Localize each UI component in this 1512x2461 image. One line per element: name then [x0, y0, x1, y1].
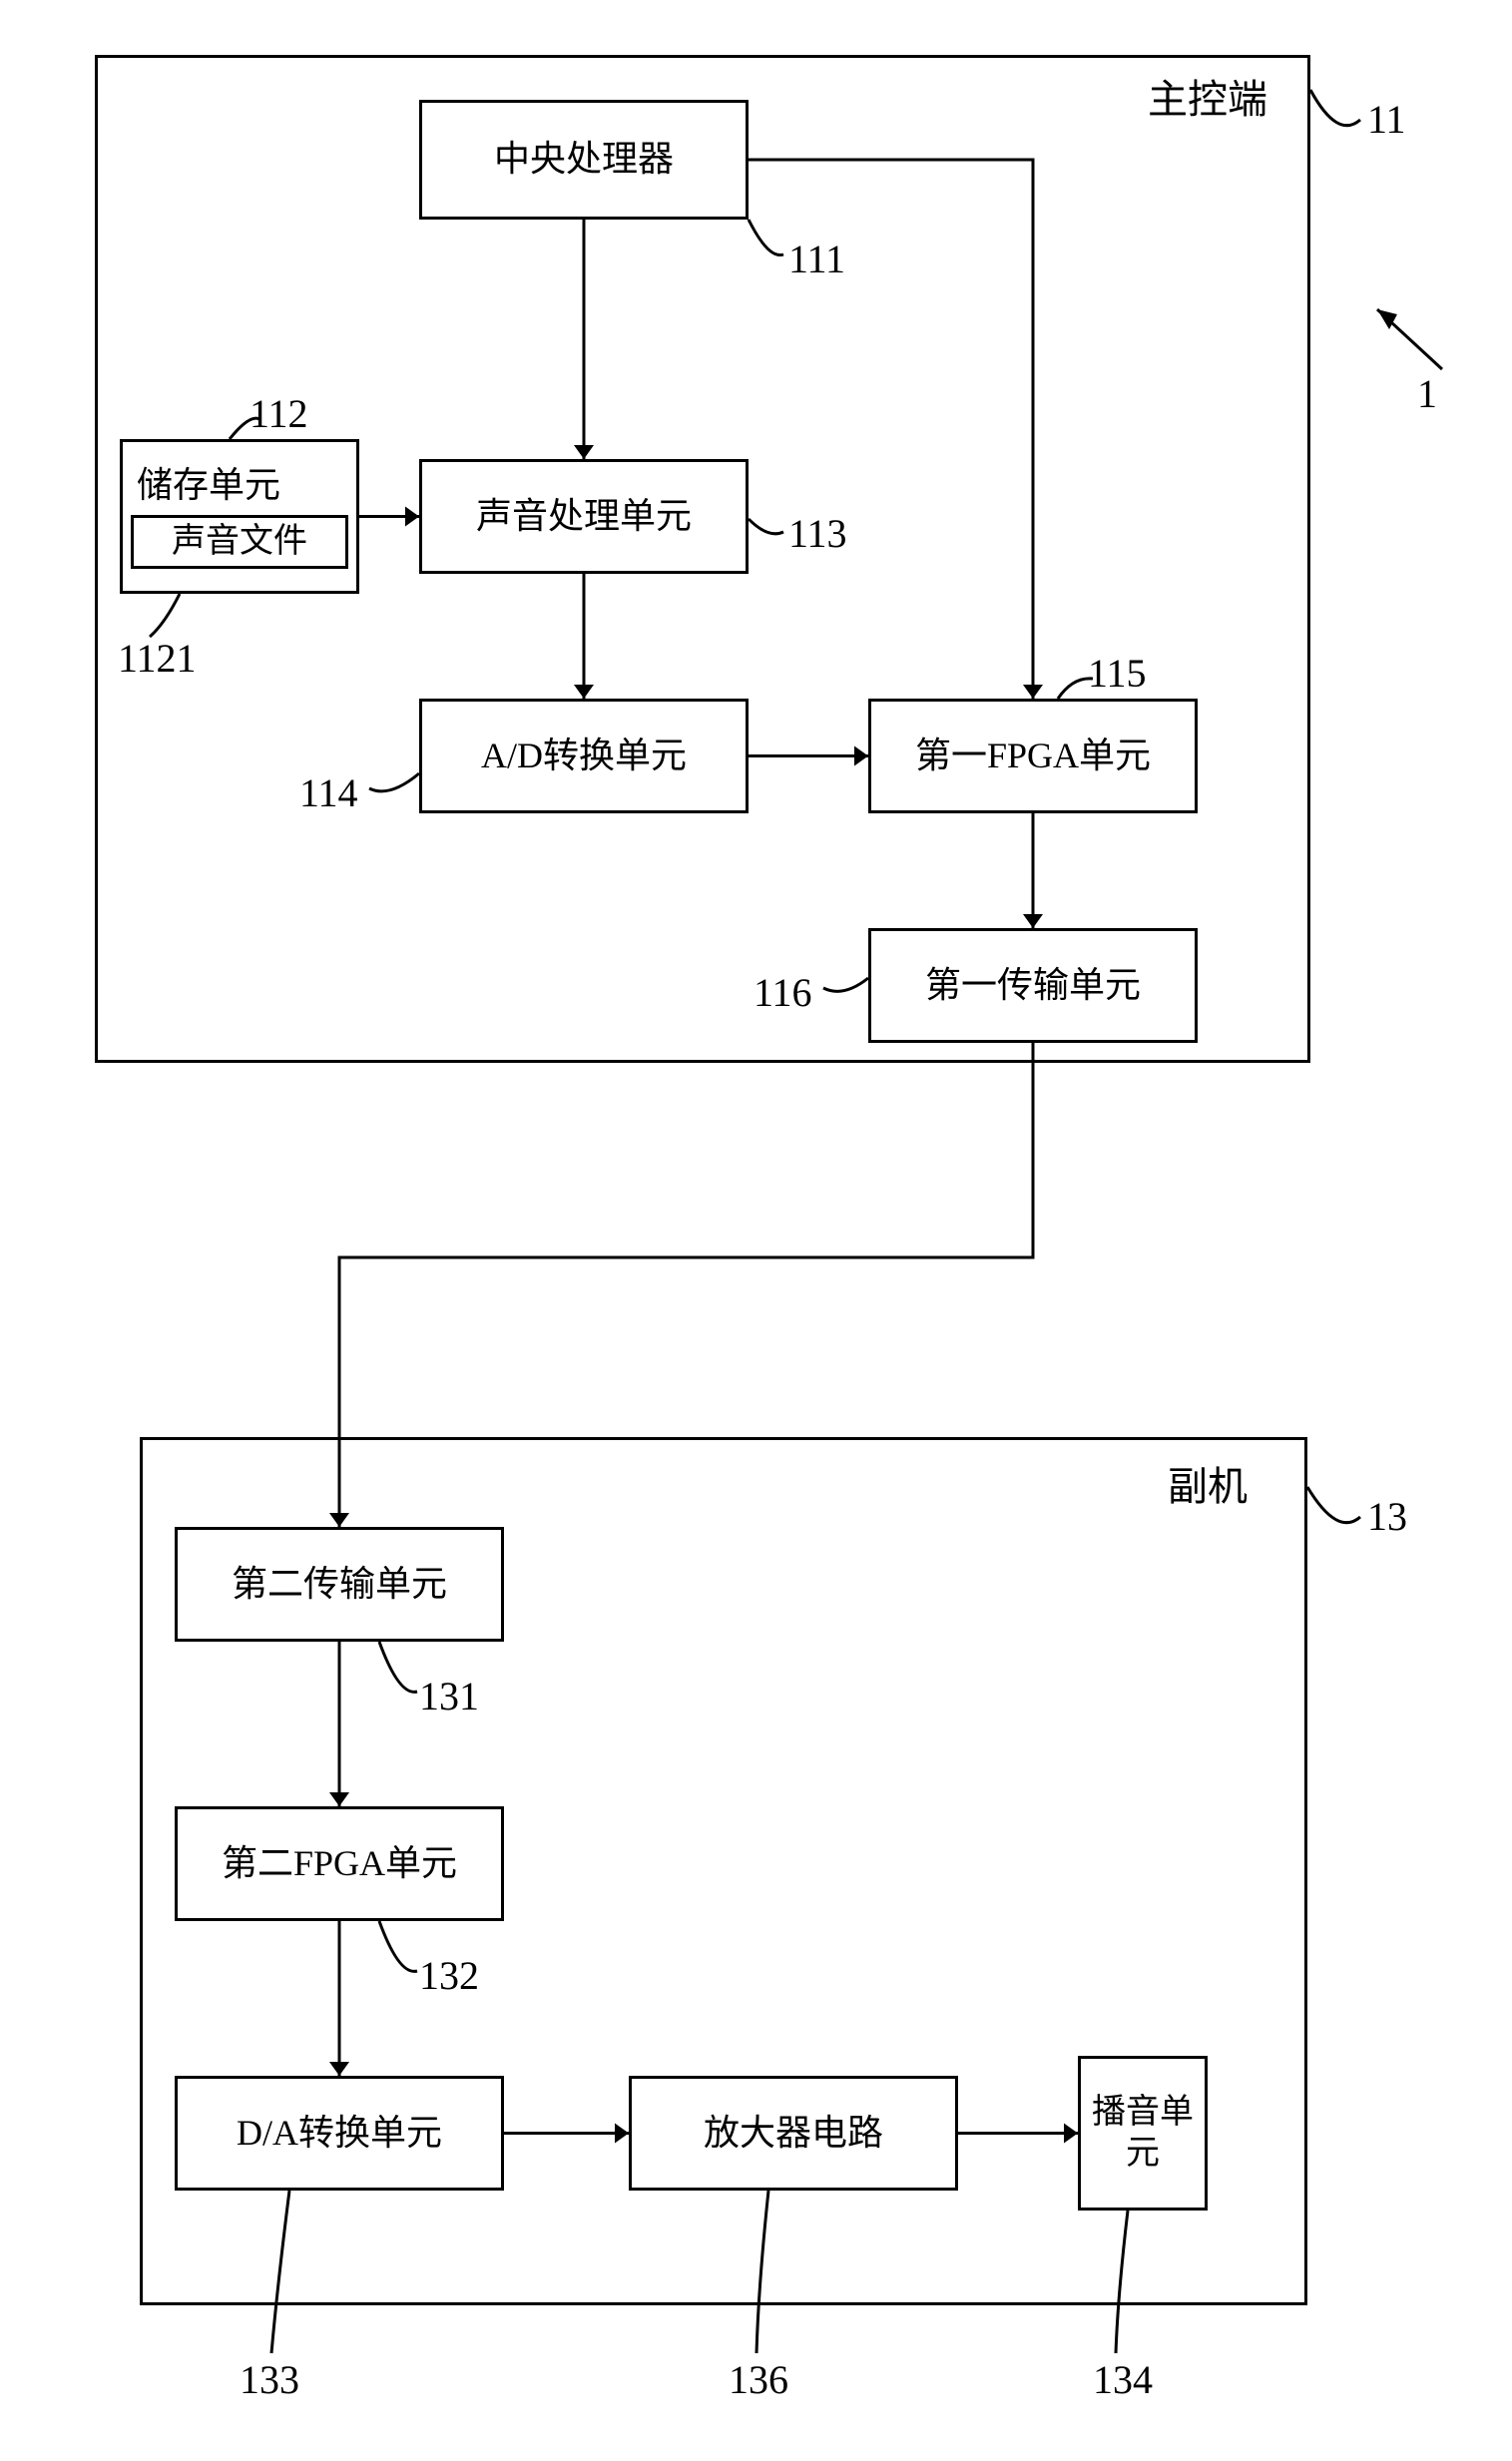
cpu-label: 中央处理器	[494, 138, 674, 181]
sound-file-label: 声音文件	[172, 522, 307, 563]
fpga1-ref: 115	[1088, 654, 1147, 694]
sound-file-ref: 1121	[118, 639, 197, 679]
da-converter-block: D/A转换单元	[175, 2076, 504, 2191]
tx1-block: 第一传输单元	[868, 928, 1198, 1043]
speaker-block: 播音单元	[1078, 2056, 1208, 2211]
ad-converter-block: A/D转换单元	[419, 699, 749, 813]
sub-ref-label: 13	[1367, 1497, 1407, 1537]
cpu-block: 中央处理器	[419, 100, 749, 220]
main-title-label: 主控端	[1148, 80, 1267, 120]
fpga2-block: 第二FPGA单元	[175, 1806, 504, 1921]
diagram-canvas: 中央处理器 储存单元 声音文件 声音处理单元 A/D转换单元 第一FPGA单元 …	[0, 0, 1512, 2461]
rx2-ref: 131	[419, 1677, 479, 1717]
sound-ref: 113	[788, 514, 847, 554]
tx1-ref: 116	[754, 973, 812, 1013]
ad-ref: 114	[299, 773, 358, 813]
cpu-ref: 111	[788, 240, 845, 279]
main-ref-label: 11	[1367, 100, 1406, 140]
amplifier-label: 放大器电路	[704, 2112, 883, 2155]
speaker-ref: 134	[1093, 2360, 1153, 2400]
rx2-block: 第二传输单元	[175, 1527, 504, 1642]
da-ref: 133	[240, 2360, 299, 2400]
rx2-label: 第二传输单元	[232, 1563, 447, 1606]
da-converter-label: D/A转换单元	[237, 2112, 442, 2155]
fpga1-block: 第一FPGA单元	[868, 699, 1198, 813]
storage-label: 储存单元	[131, 464, 348, 507]
tx1-label: 第一传输单元	[925, 964, 1141, 1007]
fpga1-label: 第一FPGA单元	[915, 735, 1151, 777]
storage-ref: 112	[250, 394, 308, 434]
fpga2-ref: 132	[419, 1956, 479, 1996]
sound-file-block: 声音文件	[131, 515, 348, 570]
sub-title-label: 副机	[1168, 1467, 1248, 1507]
sound-processing-label: 声音处理单元	[476, 495, 692, 538]
fpga2-label: 第二FPGA单元	[222, 1842, 457, 1885]
sound-processing-block: 声音处理单元	[419, 459, 749, 574]
amplifier-block: 放大器电路	[629, 2076, 958, 2191]
system-ref-label: 1	[1417, 374, 1437, 414]
ad-converter-label: A/D转换单元	[481, 735, 687, 777]
storage-block: 储存单元 声音文件	[120, 439, 359, 594]
speaker-label: 播音单元	[1089, 2093, 1197, 2175]
amp-ref: 136	[729, 2360, 788, 2400]
